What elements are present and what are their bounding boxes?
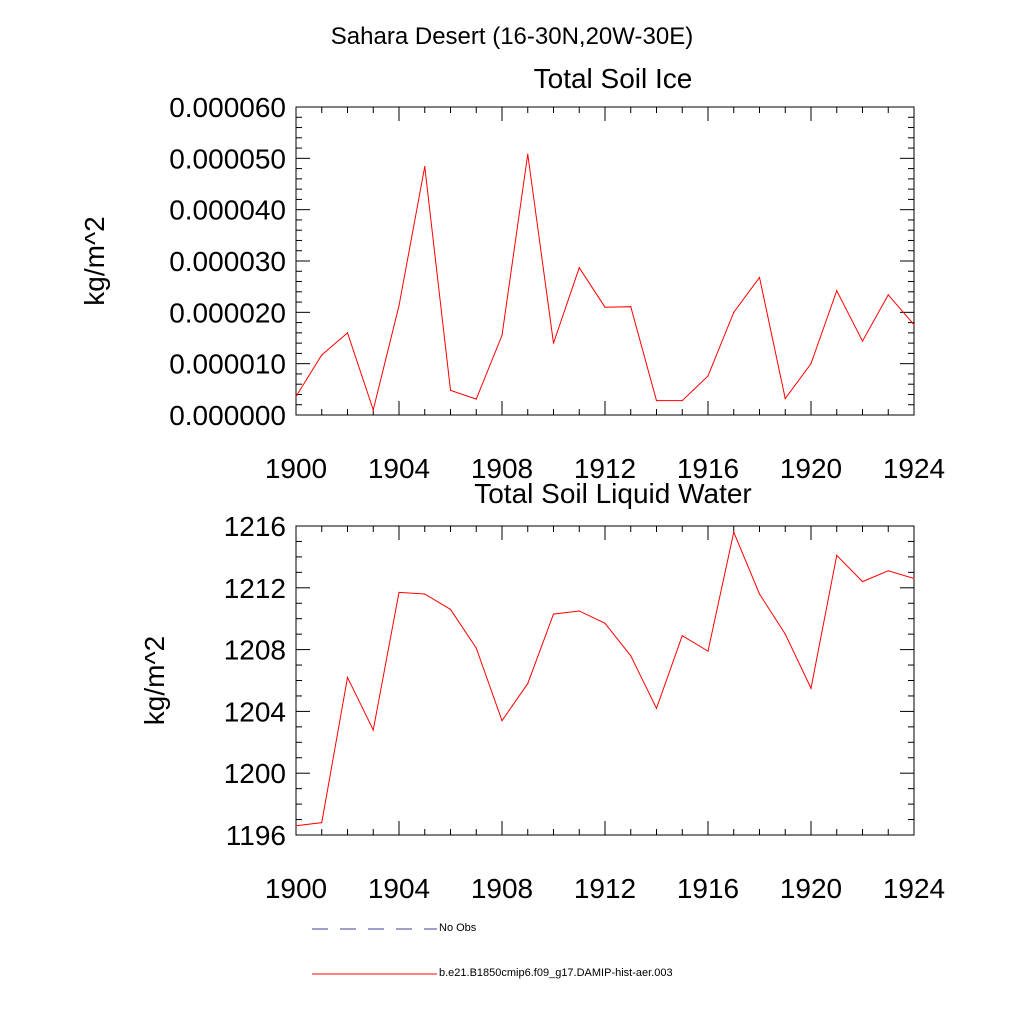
y-tick-label: 0.000040 xyxy=(169,195,286,226)
y-tick-label: 0.000000 xyxy=(169,400,286,431)
data-point xyxy=(475,398,477,400)
data-point xyxy=(372,729,374,731)
data-point xyxy=(475,647,477,649)
data-point xyxy=(630,655,632,657)
data-point xyxy=(527,682,529,685)
data-point xyxy=(681,635,683,637)
chart-title: Total Soil Liquid Water xyxy=(474,478,752,509)
y-axis-label: kg/m^2 xyxy=(139,636,170,725)
data-point xyxy=(861,340,864,342)
data-point xyxy=(810,363,812,365)
data-point xyxy=(604,306,606,308)
y-tick-label: 0.000060 xyxy=(169,92,286,123)
legend-label: b.e21.B1850cmip6.f09_g17.DAMIP-hist-aer.… xyxy=(439,967,673,979)
plot-frame xyxy=(295,525,915,836)
data-point xyxy=(552,613,555,615)
data-point xyxy=(733,531,735,533)
y-tick-label: 0.000020 xyxy=(169,297,286,328)
y-tick-label: 0.000050 xyxy=(169,143,286,174)
legend-label: No Obs xyxy=(439,922,477,934)
x-tick-label: 1916 xyxy=(677,873,739,904)
data-point xyxy=(449,608,452,611)
series-line xyxy=(295,154,915,412)
data-point xyxy=(861,581,864,583)
data-point xyxy=(372,409,374,411)
data-point xyxy=(887,570,889,572)
data-point xyxy=(295,395,297,398)
data-point xyxy=(424,593,426,595)
legend-swatch-dashed xyxy=(312,928,437,930)
y-tick-label: 0.000010 xyxy=(169,349,286,380)
chart-title: Total Soil Ice xyxy=(534,63,693,94)
data-point xyxy=(733,311,735,313)
chart-panel-total-soil-liquid-water: Total Soil Liquid Water kg/m^2 1900 1904 190… xyxy=(139,478,945,904)
y-tick-label: 1196 xyxy=(226,820,286,851)
plot-frame xyxy=(295,106,915,416)
figure-title: Sahara Desert (16-30N,20W-30E) xyxy=(331,23,693,50)
x-tick-label: 1920 xyxy=(780,873,842,904)
y-tick-label: 1200 xyxy=(224,758,286,789)
y-tick-label: 1216 xyxy=(224,511,286,542)
data-point xyxy=(321,354,323,356)
legend-swatch-solid xyxy=(312,973,437,975)
data-point xyxy=(810,687,812,689)
y-axis-label: kg/m^2 xyxy=(79,216,110,305)
data-point xyxy=(784,633,786,635)
data-point xyxy=(501,334,503,337)
x-tick-label: 1924 xyxy=(883,453,945,484)
x-tick-label: 1924 xyxy=(883,873,945,904)
data-point xyxy=(630,306,632,308)
data-point xyxy=(836,554,838,556)
data-point xyxy=(913,324,915,326)
data-point xyxy=(295,825,297,827)
data-point xyxy=(501,720,503,722)
x-tick-label: 1900 xyxy=(265,453,327,484)
data-point xyxy=(836,290,838,292)
x-tick-label: 1912 xyxy=(574,873,636,904)
data-point xyxy=(913,577,915,580)
x-tick-label: 1904 xyxy=(368,453,430,484)
data-point xyxy=(578,610,580,612)
data-point xyxy=(758,276,761,279)
data-point xyxy=(578,267,580,269)
y-tick-label: 1204 xyxy=(224,696,286,727)
x-tick-label: 1916 xyxy=(677,453,739,484)
chart-panel-total-soil-ice: Total Soil Ice kg/m^2 1900 1904 1908 1912 1916… xyxy=(79,63,945,484)
data-point xyxy=(681,400,683,402)
data-point xyxy=(398,305,400,307)
series-line xyxy=(295,530,915,827)
data-point xyxy=(346,332,349,334)
data-point xyxy=(424,165,426,168)
data-point xyxy=(655,707,658,709)
x-tick-label: 1908 xyxy=(471,453,533,484)
data-point xyxy=(887,294,889,296)
data-point xyxy=(758,593,761,595)
data-point xyxy=(552,342,555,344)
data-point xyxy=(784,397,786,400)
x-tick-label: 1904 xyxy=(368,873,430,904)
data-point xyxy=(707,650,709,652)
data-point xyxy=(449,389,452,391)
x-tick-label: 1908 xyxy=(471,873,533,904)
y-tick-label: 1208 xyxy=(224,635,286,666)
y-tick-label: 1212 xyxy=(224,573,286,604)
data-point xyxy=(346,676,349,679)
data-point xyxy=(604,622,606,624)
data-point xyxy=(707,375,709,377)
x-tick-label: 1920 xyxy=(780,453,842,484)
data-point xyxy=(527,153,529,155)
data-point xyxy=(398,591,400,594)
y-tick-label: 0.000030 xyxy=(169,246,286,277)
x-tick-label: 1912 xyxy=(574,453,636,484)
x-tick-label: 1900 xyxy=(265,873,327,904)
data-point xyxy=(655,400,658,402)
data-point xyxy=(321,822,323,824)
